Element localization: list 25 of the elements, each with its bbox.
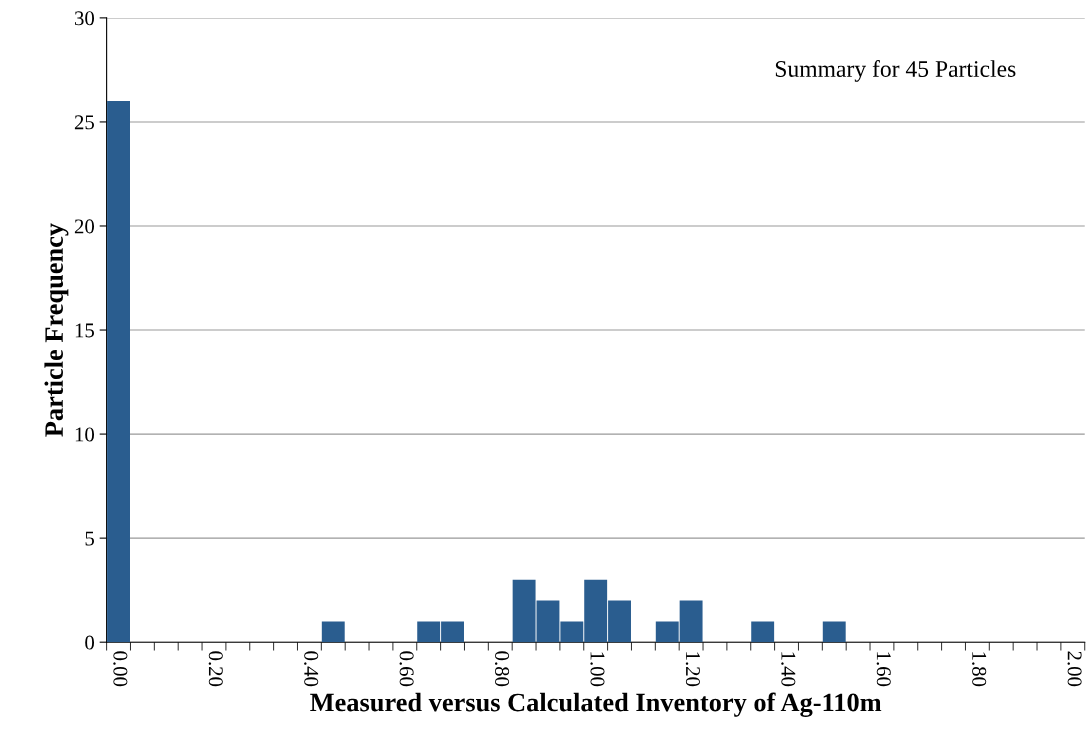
y-axis-title: Particle Frequency [44,223,69,437]
y-tick-label: 0 [85,635,95,650]
x-tick-label: 1.00 [590,652,605,687]
x-tick-label: 0.00 [113,651,128,687]
x-axis-title: Measured versus Calculated Inventory of Ag-110m [310,692,882,717]
x-tick-label: 1.80 [972,652,987,687]
x-tick-label: 2.00 [1067,651,1082,687]
y-tick-label: 20 [74,219,95,234]
annotation: Summary for 45 Particles [775,60,1016,82]
x-tick-label: 1.20 [685,652,700,687]
y-tick-label: 15 [75,323,94,338]
y-tick-label: 10 [75,427,95,442]
y-tick-label: 25 [74,115,94,130]
bar [822,621,846,643]
bar [321,621,345,643]
x-tick-label: 0.20 [208,651,223,687]
x-tick-label: 1.60 [876,652,891,687]
x-tick-label: 0.80 [494,651,510,687]
bar [751,621,775,643]
x-tick-label: 0.40 [304,651,319,687]
y-tick-label: 5 [85,531,94,546]
x-tick-label: 1.40 [781,652,796,687]
x-tick-label: 0.60 [399,651,414,687]
bar [107,101,130,643]
y-tick-label: 30 [74,11,95,26]
